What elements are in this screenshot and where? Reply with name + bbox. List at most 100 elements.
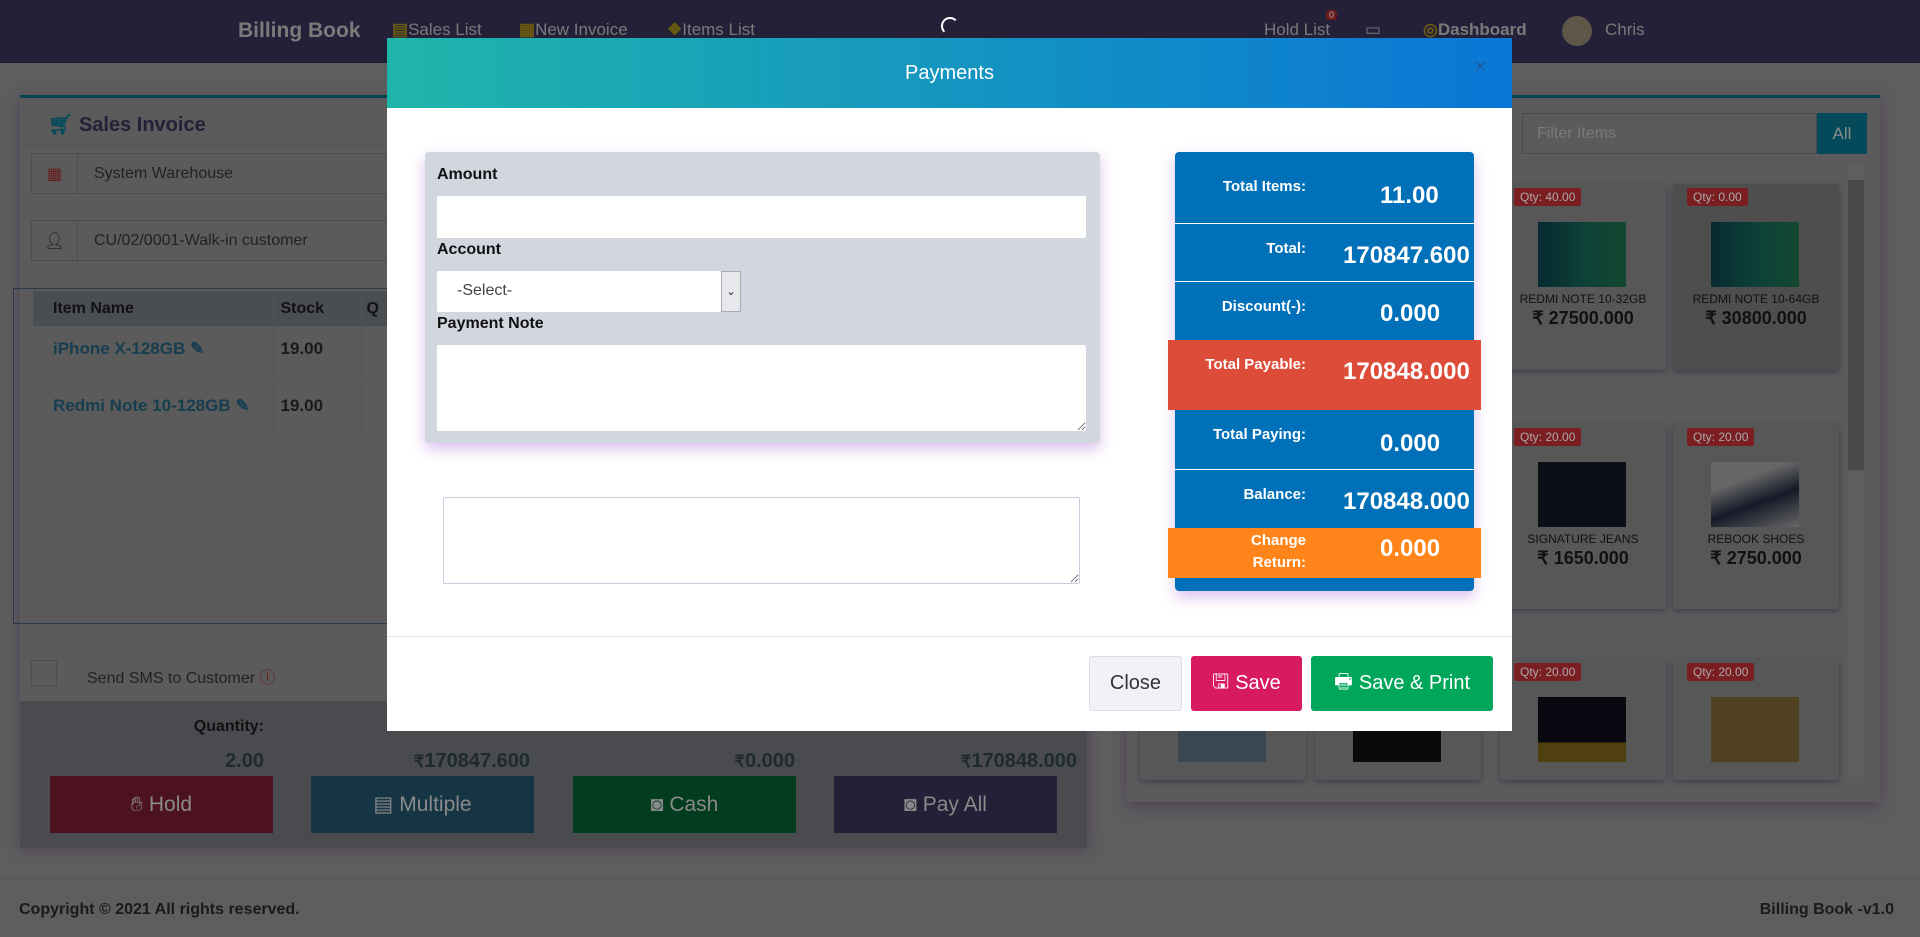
nav-items-list[interactable]: ❖Items List (667, 20, 755, 39)
amount-input[interactable] (437, 196, 1086, 238)
panel-title: 🛒︎ Sales Invoice (48, 114, 206, 136)
page-footer: Copyright © 2021 All rights reserved. Bi… (0, 878, 1920, 937)
table-row: Redmi Note 10-128GB ✎ 19.00 (33, 382, 1083, 438)
col-item-name: Item Name (33, 291, 274, 326)
summary-discount: Discount(-): 0.000 (1221, 298, 1441, 327)
item-card[interactable]: Qty: 20.00 (1500, 659, 1666, 780)
summary-total-items: Total Items: 11.00 (1175, 152, 1474, 224)
product-image (1538, 222, 1626, 287)
user-icon: 👤︎ (32, 221, 78, 260)
qty-badge: Qty: 20.00 (1687, 663, 1755, 681)
scrollbar[interactable] (1848, 162, 1864, 783)
product-image (1711, 697, 1799, 762)
credit-card-icon: ▤ (373, 793, 394, 816)
item-link[interactable]: Redmi Note 10-128GB ✎ (33, 382, 274, 438)
item-card[interactable]: Qty: 20.00 REBOOK SHOES ₹ 2750.000 (1673, 424, 1839, 609)
cubes-icon: ❖ (667, 20, 683, 39)
stock-cell: 19.00 (273, 382, 362, 438)
nav-sales-list[interactable]: ▤Sales List (392, 20, 482, 39)
brand-logo[interactable]: Billing Book (238, 19, 361, 42)
calculator-icon: ▦ (519, 20, 536, 39)
filter-items-input[interactable] (1522, 113, 1817, 154)
chevron-down-icon[interactable]: ⌄ (721, 271, 741, 312)
discount-value: ₹0.000 (734, 750, 795, 772)
item-price: ₹ 2750.000 (1710, 548, 1802, 568)
item-card[interactable]: Qty: 20.00 (1673, 659, 1839, 780)
account-label: Account (437, 241, 501, 258)
money-icon: ◙ (904, 792, 917, 816)
stock-cell: 19.00 (273, 326, 362, 382)
item-price: ₹ 30800.000 (1705, 308, 1807, 328)
summary-total-payable: Total Payable: 170848.000 (1168, 340, 1481, 410)
summary-change-return: Change Return: 0.000 (1168, 528, 1481, 578)
customer-value: CU/02/0001-Walk-in customer (94, 232, 308, 249)
summary-balance: Balance: 170848.000 (1243, 486, 1470, 515)
printer-icon: 🖶︎ (1333, 670, 1353, 693)
col-quantity: Q (366, 299, 379, 317)
edit-icon[interactable]: ✎ (235, 395, 250, 415)
close-button[interactable]: Close (1089, 656, 1182, 711)
nav-new-invoice[interactable]: ▦New Invoice (519, 20, 628, 39)
additional-note-textarea[interactable] (443, 497, 1080, 584)
edit-icon[interactable]: ✎ (190, 339, 205, 358)
payment-summary: Total Items: 11.00 Total: 170847.600 Disco… (1168, 152, 1481, 591)
product-image (1538, 697, 1626, 762)
qty-badge: Qty: 20.00 (1514, 428, 1582, 446)
save-button[interactable]: 🖫︎ Save (1191, 656, 1302, 711)
nav-dashboard[interactable]: ◎Dashboard (1423, 20, 1527, 39)
all-button[interactable]: All (1817, 113, 1867, 154)
qty-badge: Qty: 20.00 (1514, 663, 1582, 681)
copyright-text: Copyright © 2021 All rights reserved. (19, 901, 300, 918)
cash-button[interactable]: ◙ Cash (573, 776, 796, 833)
product-image (1538, 462, 1626, 527)
quantity-value: 2.00 (225, 750, 264, 772)
item-card[interactable]: Qty: 0.00 REDMI NOTE 10-64GB ₹ 30800.000 (1673, 184, 1839, 370)
close-icon[interactable]: × (1474, 56, 1486, 78)
table-row: iPhone X-128GB ✎ 19.00 (33, 326, 1083, 382)
modal-footer-divider (387, 636, 1512, 637)
qty-badge: Qty: 20.00 (1687, 428, 1755, 446)
pay-all-button[interactable]: ◙ Pay All (834, 776, 1057, 833)
money-icon: ◙ (650, 792, 664, 816)
modal-title: Payments (905, 61, 994, 84)
sms-checkbox[interactable] (31, 660, 57, 686)
item-link[interactable]: iPhone X-128GB ✎ (33, 326, 274, 382)
payment-note-label: Payment Note (437, 315, 544, 332)
modal-header: Payments (387, 38, 1512, 108)
scrollbar-thumb[interactable] (1848, 180, 1864, 470)
summary-total-paying: Total Paying: 0.000 (1175, 410, 1474, 470)
dashboard-icon: ◎ (1423, 20, 1438, 39)
nav-hold-list[interactable]: Hold List (1264, 20, 1331, 39)
qty-badge: Qty: 0.00 (1687, 188, 1748, 206)
list-icon: ▤ (392, 20, 409, 39)
payment-form-panel: Amount Account -Select- ⌄ Payment Note (425, 152, 1100, 443)
account-select[interactable]: -Select- (437, 271, 721, 312)
product-image (1711, 222, 1799, 287)
save-print-button[interactable]: 🖶︎ Save & Print (1311, 656, 1493, 711)
sms-label: Send SMS to Customer ⓘ (87, 670, 276, 687)
user-name[interactable]: Chris (1605, 20, 1645, 39)
floppy-disk-icon: 🖫︎ (1212, 670, 1230, 693)
item-name: SIGNATURE JEANS (1527, 532, 1639, 546)
hold-button[interactable]: ✋︎ Hold (50, 776, 273, 833)
col-stock: Stock (273, 291, 362, 326)
monitor-icon[interactable]: ▭ (1365, 20, 1382, 39)
item-card[interactable]: Qty: 40.00 REDMI NOTE 10-32GB ₹ 27500.000 (1500, 184, 1666, 370)
cart-icon: 🛒︎ (48, 114, 74, 136)
item-price: ₹ 1650.000 (1537, 548, 1629, 568)
item-name: REDMI NOTE 10-32GB (1519, 292, 1647, 306)
version-text: Billing Book -v1.0 (1759, 901, 1894, 918)
loading-spinner-icon (941, 17, 959, 35)
item-name: REBOOK SHOES (1707, 532, 1805, 546)
info-icon: ⓘ (259, 670, 276, 687)
payment-note-textarea[interactable] (437, 345, 1086, 431)
item-price: ₹ 27500.000 (1532, 308, 1634, 328)
item-name: REDMI NOTE 10-64GB (1692, 292, 1820, 306)
payable-value: ₹170848.000 (960, 750, 1077, 772)
total-value: ₹170847.600 (413, 750, 530, 772)
multiple-button[interactable]: ▤ Multiple (311, 776, 534, 833)
item-card[interactable]: Qty: 20.00 SIGNATURE JEANS ₹ 1650.000 (1500, 424, 1666, 609)
avatar[interactable] (1562, 16, 1592, 46)
hand-icon: ✋︎ (130, 792, 143, 816)
payments-modal: Payments × Amount Account -Select- ⌄ Pay… (387, 38, 1512, 731)
